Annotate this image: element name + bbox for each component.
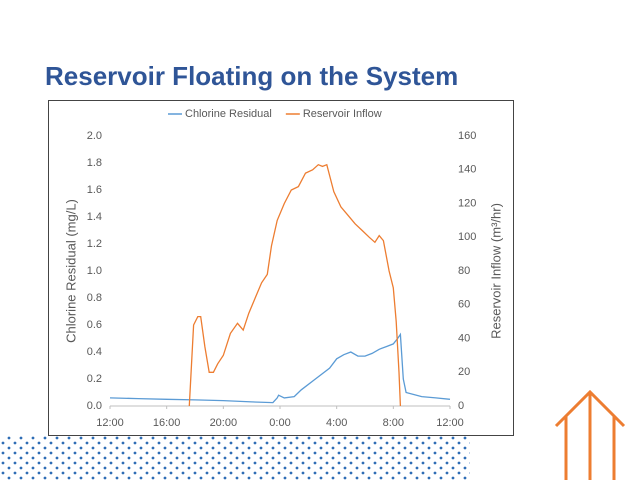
x-tick-label: 4:00 (326, 417, 347, 429)
slide-title: Reservoir Floating on the System (45, 61, 458, 91)
y-tick-label: 1.2 (87, 238, 102, 250)
y-tick-label: 0.8 (87, 292, 102, 304)
plot: 0.0 0.2 0.4 0.6 0.8 1.0 1.2 1.4 1.6 1.8 2.0 0 20 40 60… (87, 108, 477, 429)
house-icon (554, 389, 626, 480)
y-tick-label: 1.4 (87, 211, 102, 223)
y-tick-label: 1.6 (87, 184, 102, 196)
chart-frame (48, 100, 514, 436)
legend-label: Chlorine Residual (185, 108, 272, 120)
series-line (109, 332, 451, 404)
x-tick-label: 8:00 (383, 417, 404, 429)
x-tick-label: 16:00 (153, 417, 181, 429)
y2-tick-label: 80 (458, 265, 470, 277)
x-tick-label: 20:00 (210, 417, 238, 429)
y-tick-label: 2.0 (87, 130, 102, 142)
y2-tick-label: 160 (458, 130, 476, 142)
series-line (188, 163, 402, 407)
y2-axis-title: Reservoir Inflow (m³/hr) (488, 203, 503, 339)
x-tick-label: 12:00 (96, 417, 124, 429)
y-tick-label: 0.4 (87, 346, 102, 358)
y-tick-label: 1.0 (87, 265, 102, 277)
y2-tick-label: 20 (458, 366, 470, 378)
y2-tick-label: 60 (458, 299, 470, 311)
y2-tick-label: 40 (458, 332, 470, 344)
y2-tick-label: 0 (458, 400, 464, 412)
x-tick-label: 12:00 (436, 417, 464, 429)
dot-pattern (0, 436, 470, 480)
y2-tick-label: 140 (458, 164, 476, 176)
x-tick-label: 0:00 (269, 417, 290, 429)
y-tick-label: 0.2 (87, 373, 102, 385)
y2-tick-label: 120 (458, 197, 476, 209)
y-tick-label: 1.8 (87, 157, 102, 169)
y-axis-title: Chlorine Residual (mg/L) (63, 199, 78, 343)
y2-tick-label: 100 (458, 231, 476, 243)
y-tick-label: 0.0 (87, 400, 102, 412)
y-tick-label: 0.6 (87, 319, 102, 331)
legend-label: Reservoir Inflow (303, 108, 382, 120)
